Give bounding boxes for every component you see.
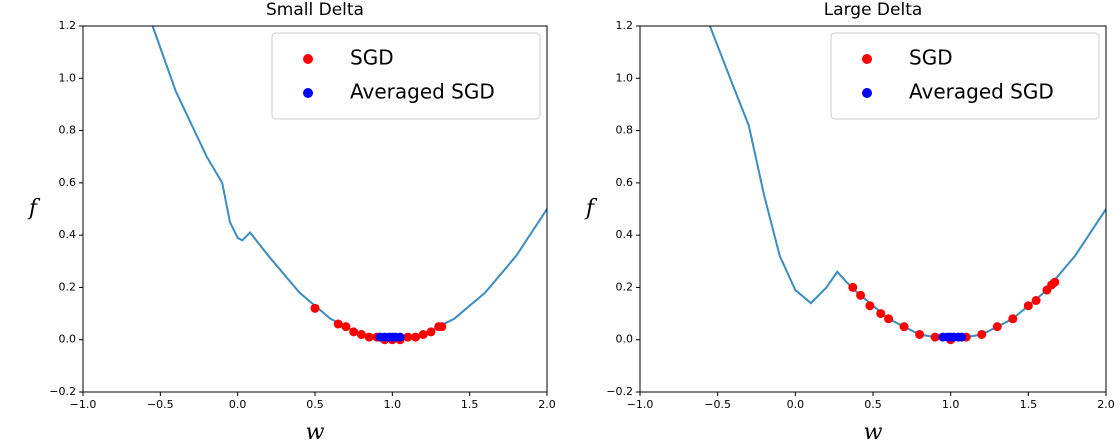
- point: [1023, 301, 1033, 311]
- legend-label: Averaged SGD: [350, 80, 495, 104]
- y-tick-label: 0.4: [616, 228, 634, 241]
- point: [930, 332, 940, 342]
- legend-box: [830, 32, 1100, 120]
- point: [310, 303, 320, 313]
- x-tick-label: 1.0: [942, 398, 960, 411]
- plot-area: [708, 26, 1106, 345]
- legend-marker: [862, 54, 872, 64]
- point: [356, 329, 366, 339]
- legend-label: Averaged SGD: [909, 80, 1054, 104]
- point: [1008, 314, 1018, 324]
- point: [349, 327, 359, 337]
- point: [437, 322, 447, 332]
- point: [364, 332, 374, 342]
- y-tick-label: 0.6: [59, 176, 77, 189]
- y-tick-label: 0.6: [616, 176, 634, 189]
- curve: [151, 26, 547, 341]
- y-tick-label: 0.0: [59, 333, 77, 346]
- point: [957, 332, 967, 342]
- y-tick-label: 1.2: [59, 19, 77, 32]
- plot-area: [151, 26, 547, 345]
- point: [333, 319, 343, 329]
- x-tick-label: −1.0: [627, 398, 654, 411]
- y-tick-label: −0.2: [49, 385, 76, 398]
- x-tick-label: −0.5: [704, 398, 731, 411]
- point: [1050, 277, 1060, 287]
- x-tick-label: 0.0: [229, 398, 247, 411]
- x-tick-label: 2.0: [1097, 398, 1115, 411]
- x-tick-label: −0.5: [147, 398, 174, 411]
- axes-frame: [82, 25, 548, 393]
- point: [1031, 296, 1041, 305]
- point: [876, 309, 886, 319]
- y-tick-label: 1.0: [59, 71, 77, 84]
- y-tick-label: −0.2: [606, 385, 633, 398]
- chart: Large Delta w f −1.0 −0.5 0.0 0.5 1.0 1.5 2.0 −0.2…: [584, 0, 1115, 445]
- legend-marker: [303, 54, 313, 64]
- point: [848, 282, 858, 292]
- point: [977, 329, 987, 339]
- y-tick-label: 0.8: [59, 124, 77, 137]
- point: [915, 329, 925, 339]
- x-tick-label: 0.0: [787, 398, 805, 411]
- point: [403, 332, 413, 342]
- point: [856, 290, 866, 300]
- point: [341, 322, 351, 332]
- chart-title: Small Delta: [266, 0, 364, 20]
- x-tick-label: 0.5: [306, 398, 324, 411]
- chart-title: Large Delta: [824, 0, 923, 20]
- point: [395, 332, 405, 342]
- point: [865, 301, 875, 311]
- chart: Small Delta w f −1.0 −0.5 0.0 0.5 1.0 1.5 2.0 −0.2…: [27, 0, 556, 445]
- legend-label: SGD: [350, 46, 394, 70]
- y-tick-label: 0.2: [59, 280, 77, 293]
- y-tick-label: 0.4: [59, 228, 77, 241]
- x-tick-label: 2.0: [538, 398, 556, 411]
- x-tick-label: 1.0: [384, 398, 402, 411]
- point: [884, 314, 894, 324]
- x-tick-label: 1.5: [461, 398, 479, 411]
- y-tick-label: 0.2: [616, 280, 634, 293]
- y-axis-label: f: [27, 196, 41, 221]
- x-tick-label: 1.5: [1020, 398, 1038, 411]
- point: [426, 327, 436, 337]
- point: [899, 322, 909, 332]
- axes-frame: [639, 25, 1107, 393]
- legend-label: SGD: [909, 46, 953, 70]
- legend-marker: [303, 88, 313, 98]
- x-tick-label: −1.0: [70, 398, 97, 411]
- point: [992, 322, 1002, 332]
- x-axis-label: w: [306, 420, 325, 445]
- y-tick-label: 0.0: [616, 333, 634, 346]
- y-tick-label: 0.8: [616, 124, 634, 137]
- x-axis-label: w: [864, 420, 883, 445]
- y-tick-label: 1.2: [616, 19, 634, 32]
- y-tick-label: 1.0: [616, 71, 634, 84]
- point: [418, 329, 428, 339]
- legend-box: [271, 32, 541, 120]
- legend-marker: [862, 88, 872, 98]
- y-axis-label: f: [584, 196, 598, 221]
- x-tick-label: 0.5: [864, 398, 882, 411]
- point: [411, 332, 421, 342]
